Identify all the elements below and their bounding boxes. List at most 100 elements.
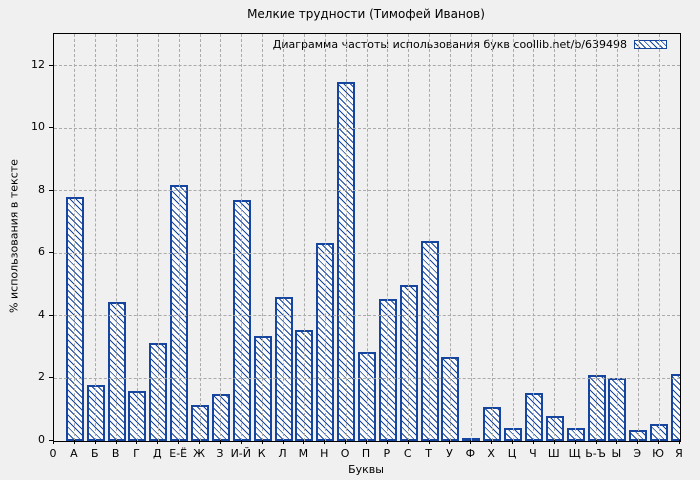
gridline-x-М [303, 34, 305, 441]
x-tick-label-К: К [257, 447, 266, 460]
chart-title: Мелкие трудности (Тимофей Иванов) [247, 7, 485, 21]
legend-label: Диаграмма частоты использования букв coo… [272, 38, 627, 51]
x-tick-Х [491, 440, 493, 444]
x-tick-label-Н: Н [320, 447, 329, 460]
x-tick-Р [386, 440, 388, 444]
x-tick-С [407, 440, 409, 444]
x-tick-label-Ы: Ы [611, 447, 622, 460]
x-tick-label-Ю: Ю [652, 447, 665, 460]
y-tick-6 [49, 252, 53, 254]
x-tick-П [366, 440, 367, 444]
x-tick-Ы [616, 440, 618, 444]
y-tick-label-2: 2 [38, 370, 45, 384]
gridline-x-П [366, 34, 368, 441]
x-tick-У [449, 440, 451, 444]
gridline-x-Ф [470, 34, 472, 441]
x-tick-Э [637, 440, 639, 444]
y-tick-label-6: 6 [38, 245, 45, 259]
gridline-x-В [116, 34, 118, 441]
x-tick-label-О: О [340, 447, 350, 460]
x-tick-label-Л: Л [278, 447, 287, 460]
gridline-x-Э [637, 34, 639, 441]
gridline-x-Х [491, 34, 493, 441]
x-axis-title: Буквы [348, 463, 384, 476]
x-tick-label-Я: Я [675, 447, 683, 460]
y-tick-label-8: 8 [38, 182, 45, 196]
gridline-x-З [220, 34, 222, 441]
x-tick-Ф [470, 440, 472, 444]
gridline-x-Н [324, 34, 326, 441]
y-tick-2 [49, 377, 53, 379]
x-tick-Я [679, 440, 680, 444]
x-tick-В [115, 440, 117, 444]
y-tick-label-0: 0 [38, 433, 45, 446]
gridline-x-К [262, 34, 264, 441]
x-tick-Д [157, 440, 159, 444]
legend-swatch-hatched-bar-icon [634, 40, 667, 49]
y-tick-label-10: 10 [31, 120, 45, 134]
x-tick-label-В: В [111, 447, 120, 460]
x-tick-З [219, 440, 221, 444]
gridline-x-А [74, 34, 76, 441]
x-tick-label-А: А [70, 447, 78, 460]
gridline-x-Т [429, 34, 431, 441]
x-tick-label-П: П [361, 447, 371, 460]
x-tick-И-Й [240, 440, 242, 444]
gridline-x-Ы [616, 34, 618, 441]
x-tick-label-Д: Д [153, 447, 162, 460]
x-tick-label-Э: Э [633, 447, 642, 460]
gridline-x-О [345, 34, 347, 441]
x-tick-Н [324, 440, 326, 444]
x-tick-label-З: З [216, 447, 224, 460]
x-tick-Ц [512, 440, 514, 444]
x-tick-Щ [574, 440, 576, 444]
y-tick-label-12: 12 [31, 57, 45, 71]
x-tick-Е-Ё [178, 440, 180, 444]
gridline-x-Ц [512, 34, 514, 441]
x-tick-label-Б: Б [90, 447, 99, 460]
x-tick-Б [94, 440, 96, 444]
y-tick-12 [49, 64, 53, 66]
x-tick-label-Щ: Щ [568, 447, 581, 460]
y-tick-4 [49, 314, 53, 316]
x-tick-М [303, 440, 305, 444]
y-tick-0 [49, 440, 53, 441]
x-tick-label-Ш: Ш [547, 447, 560, 460]
gridline-x-И-Й [241, 34, 243, 441]
x-tick-label-Т: Т [425, 447, 432, 460]
gridline-x-С [408, 34, 410, 441]
gridline-x-Ч [533, 34, 535, 441]
x-tick-label-Е-Ё: Е-Ё [169, 447, 188, 460]
gridline-x-Щ [575, 34, 577, 441]
legend: Диаграмма частоты использования букв coo… [273, 38, 667, 51]
gridline-x-У [449, 34, 451, 441]
y-tick-10 [49, 127, 53, 129]
gridline-x-Ж [199, 34, 201, 441]
x-tick-label-Р: Р [383, 447, 391, 460]
x-tick-Г [136, 440, 138, 444]
gridline-x-Ю [658, 34, 660, 441]
gridline-x-Ш [554, 34, 556, 441]
x-tick-origin [53, 440, 54, 444]
x-tick-К [261, 440, 263, 444]
x-tick-Ю [658, 440, 660, 444]
x-tick-label-Ч: Ч [529, 447, 537, 460]
gridline-x-Р [387, 34, 389, 441]
plot-area: Диаграмма частоты использования букв coo… [53, 33, 681, 442]
gridline-x-Л [283, 34, 285, 441]
x-tick-label-origin: 0 [49, 447, 57, 460]
x-tick-label-Ь-Ъ: Ь-Ъ [585, 447, 606, 460]
bar-Я [671, 373, 680, 441]
gridline-x-Д [157, 34, 159, 441]
x-tick-label-М: М [298, 447, 309, 460]
gridline-x-Ь-Ъ [596, 34, 598, 441]
x-tick-label-Ц: Ц [507, 447, 517, 460]
x-tick-Ч [532, 440, 534, 444]
x-tick-label-Г: Г [133, 447, 140, 460]
x-tick-Л [282, 440, 284, 444]
x-tick-label-У: У [446, 447, 453, 460]
x-tick-О [345, 440, 347, 444]
x-tick-Ш [553, 440, 555, 444]
x-tick-label-Ф: Ф [465, 447, 476, 460]
